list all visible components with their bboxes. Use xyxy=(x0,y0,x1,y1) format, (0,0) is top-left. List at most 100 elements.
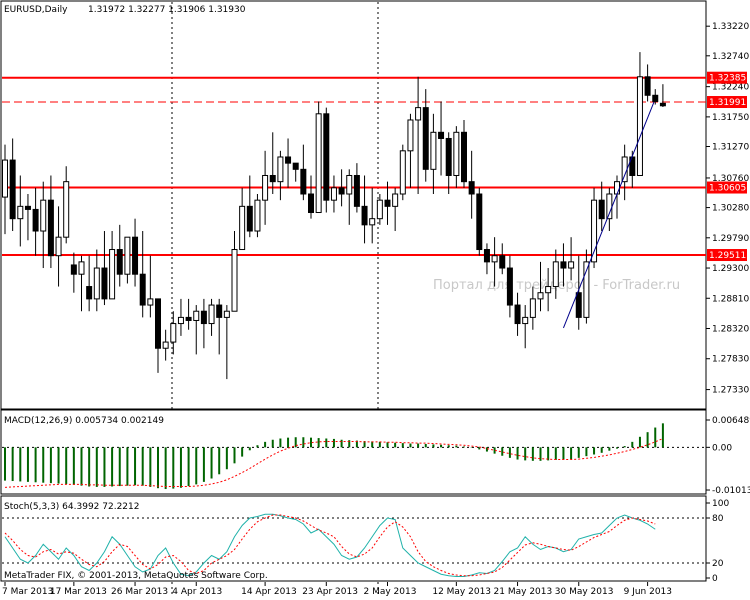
candle-down xyxy=(47,199,54,257)
stoch-title: Stoch(5,3,3) 64.3992 72.2212 xyxy=(4,502,139,512)
candle-down xyxy=(185,316,192,321)
candle-down xyxy=(384,199,391,207)
candle-down xyxy=(155,298,161,349)
price-axis: 1.33220 1.32740 1.32240 1.31750 1.31270 1.307… xyxy=(706,22,749,396)
candle-down xyxy=(116,249,123,275)
time-tick-label: 17 Mar 2013 xyxy=(50,587,107,597)
candle-down xyxy=(560,261,567,269)
price-tick-label: 1.27830 xyxy=(712,355,749,365)
time-tick-label: 9 Jun 2013 xyxy=(624,587,672,597)
stoch-grid xyxy=(2,517,706,564)
candle-up xyxy=(315,113,322,214)
candle-up xyxy=(568,261,575,269)
candle-up xyxy=(399,150,406,195)
price-tags: 1.32385 1.30605 1.29511 1.31991 xyxy=(707,71,747,262)
price-tick-label: 1.28320 xyxy=(712,324,749,334)
candle-up xyxy=(407,119,414,152)
candle-up xyxy=(93,267,100,300)
candle-up xyxy=(522,316,529,325)
time-tick-label: 4 Apr 2013 xyxy=(172,587,222,597)
candle-down xyxy=(514,304,521,325)
price-tick-label: 1.29790 xyxy=(712,234,749,244)
candle-up xyxy=(491,255,498,263)
candle-up xyxy=(239,205,246,251)
candle-down xyxy=(9,159,16,220)
macd-tick-label: 0.00 xyxy=(712,443,732,453)
stoch-panel-frame xyxy=(0,495,707,582)
price-tick-label: 1.33220 xyxy=(712,22,749,32)
stoch-signal-line xyxy=(4,514,656,577)
time-tick-label: 23 Apr 2013 xyxy=(302,587,358,597)
candle-up xyxy=(591,199,598,263)
candle-up xyxy=(254,199,261,232)
candle-down xyxy=(461,131,467,183)
candle-up xyxy=(346,174,353,195)
candle-up xyxy=(583,261,590,318)
current-price-label: 1.31991 xyxy=(709,98,746,108)
candle-up xyxy=(208,304,215,325)
macd-title: MACD(12,26,9) 0.005734 0.002149 xyxy=(4,416,164,426)
candle-down xyxy=(292,162,299,170)
candle-down xyxy=(246,205,253,232)
candle-down xyxy=(652,94,659,102)
candle-down xyxy=(483,249,490,263)
candle-up xyxy=(223,310,230,318)
price-tick-label: 1.32740 xyxy=(712,52,749,62)
candle-up xyxy=(177,316,184,325)
candle-up xyxy=(17,205,24,220)
candle-up xyxy=(552,261,559,288)
trendline[interactable] xyxy=(562,101,655,329)
candle-up xyxy=(55,236,62,257)
time-tick-label: 7 Mar 2013 xyxy=(2,587,53,597)
candle-down xyxy=(506,267,513,306)
candle-down xyxy=(644,76,651,96)
candles-group xyxy=(2,52,666,380)
candle-up xyxy=(63,181,70,238)
candle-down xyxy=(32,208,39,232)
candle-down xyxy=(499,255,506,269)
candle-down xyxy=(575,292,582,318)
stoch-tick-label: 100 xyxy=(712,499,729,509)
level-tag-label-2: 1.29511 xyxy=(709,251,746,261)
stoch-tick-label: 0 xyxy=(712,574,718,584)
candle-down xyxy=(285,156,292,164)
price-tick-label: 1.31750 xyxy=(712,113,749,123)
level-tag-label-1: 1.30605 xyxy=(709,184,746,194)
candle-down xyxy=(361,205,368,226)
candle-down xyxy=(468,181,475,195)
candle-up xyxy=(636,76,643,176)
time-tick-label: 12 May 2013 xyxy=(432,587,491,597)
candle-up xyxy=(193,310,200,321)
current-price-tag xyxy=(707,96,747,109)
candle-up xyxy=(392,193,399,207)
candle-down xyxy=(438,131,445,139)
copyright: MetaTrader FIX, © 2001-2013, MetaQuotes … xyxy=(4,571,268,581)
candle-down xyxy=(300,168,307,195)
macd-tick-label: 0.006489 xyxy=(712,416,750,426)
macd-histogram xyxy=(4,423,664,490)
candle-up xyxy=(330,187,337,201)
candle-up xyxy=(545,286,552,294)
candle-up xyxy=(415,107,422,121)
stoch-tick-label: 20 xyxy=(712,559,724,569)
candle-up xyxy=(2,159,8,198)
candle-up xyxy=(147,298,154,306)
candle-down xyxy=(445,137,452,176)
candle-up xyxy=(453,131,460,176)
price-panel-frame xyxy=(0,0,707,410)
candle-down xyxy=(323,113,330,201)
price-tick-label: 1.30280 xyxy=(712,204,749,214)
macd-axis: 0.006489 0.00 -0.010134 xyxy=(706,416,750,496)
price-tick-label: 1.29300 xyxy=(712,264,749,274)
stoch-axis: 100 80 20 0 xyxy=(706,499,729,584)
level-tag-1 xyxy=(707,181,747,194)
price-tick-label: 1.27330 xyxy=(712,386,749,396)
time-tick-label: 14 Apr 2013 xyxy=(241,587,297,597)
candle-down xyxy=(598,199,605,220)
time-tick-label: 30 May 2013 xyxy=(555,587,614,597)
stoch-main-line xyxy=(4,513,656,577)
candle-down xyxy=(353,174,360,207)
candle-up xyxy=(124,236,131,275)
